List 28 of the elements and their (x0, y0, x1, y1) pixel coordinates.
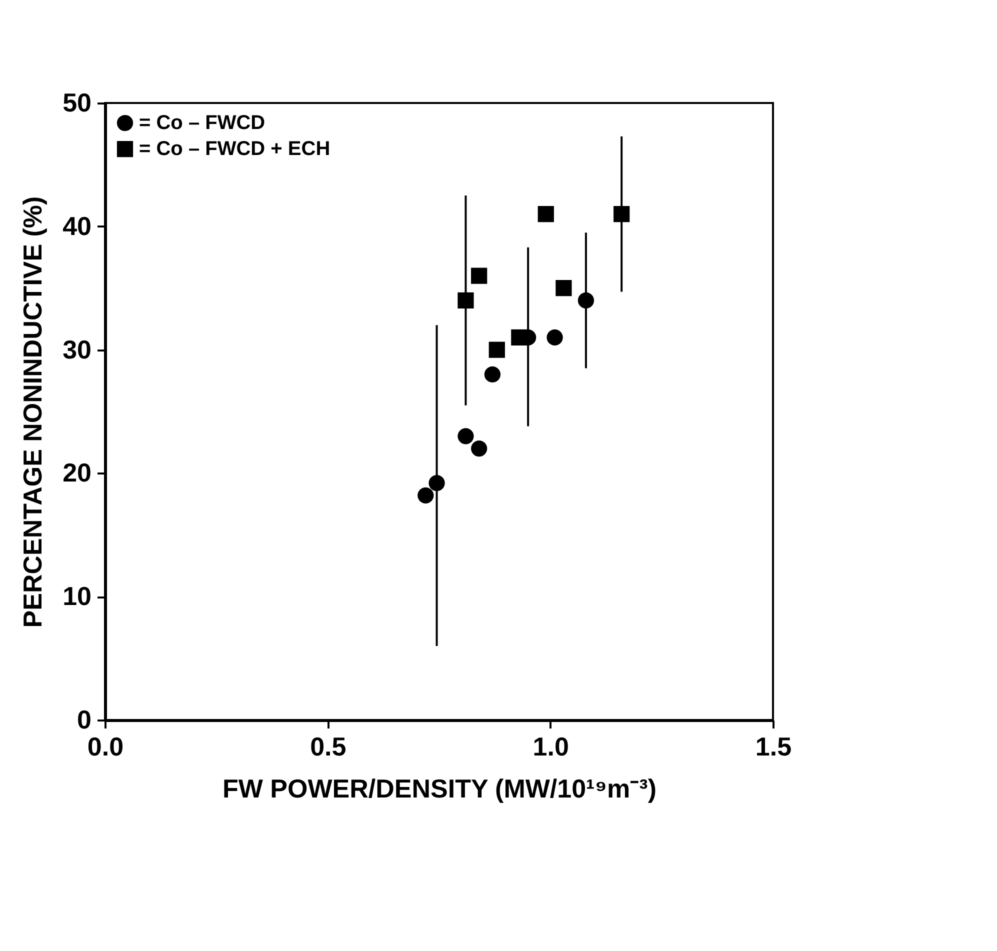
point (418, 487, 434, 504)
point (484, 366, 500, 383)
point (578, 292, 594, 308)
point (546, 329, 563, 346)
y-tick-label: 30 (62, 334, 92, 364)
point (538, 206, 554, 222)
point (511, 329, 528, 346)
x-tick-label: 1.0 (532, 732, 569, 762)
legend-label: = Co – FWCD (139, 112, 266, 134)
legend-label: = Co – FWCD + ECH (139, 138, 330, 160)
y-tick-label: 50 (62, 88, 92, 118)
y-axis-title: PERCENTAGE NONINDUCTIVE (%) (18, 196, 48, 628)
x-tick-label: 0.5 (310, 732, 346, 762)
point (458, 428, 474, 444)
x-tick-label: 0.0 (87, 732, 124, 762)
point (488, 342, 505, 358)
x-tick-label: 1.5 (755, 732, 792, 762)
point (556, 280, 572, 296)
x-axis-title: FW POWER/DENSITY (MW/10¹⁹m⁻³) (222, 774, 656, 804)
y-tick-label: 10 (62, 581, 92, 612)
point (458, 292, 474, 309)
point (471, 268, 488, 284)
point (471, 440, 488, 457)
point (428, 475, 445, 492)
y-tick-label: 20 (62, 458, 92, 488)
y-tick-label: 0 (77, 704, 92, 734)
point (614, 206, 630, 222)
y-tick-label: 40 (62, 210, 92, 241)
